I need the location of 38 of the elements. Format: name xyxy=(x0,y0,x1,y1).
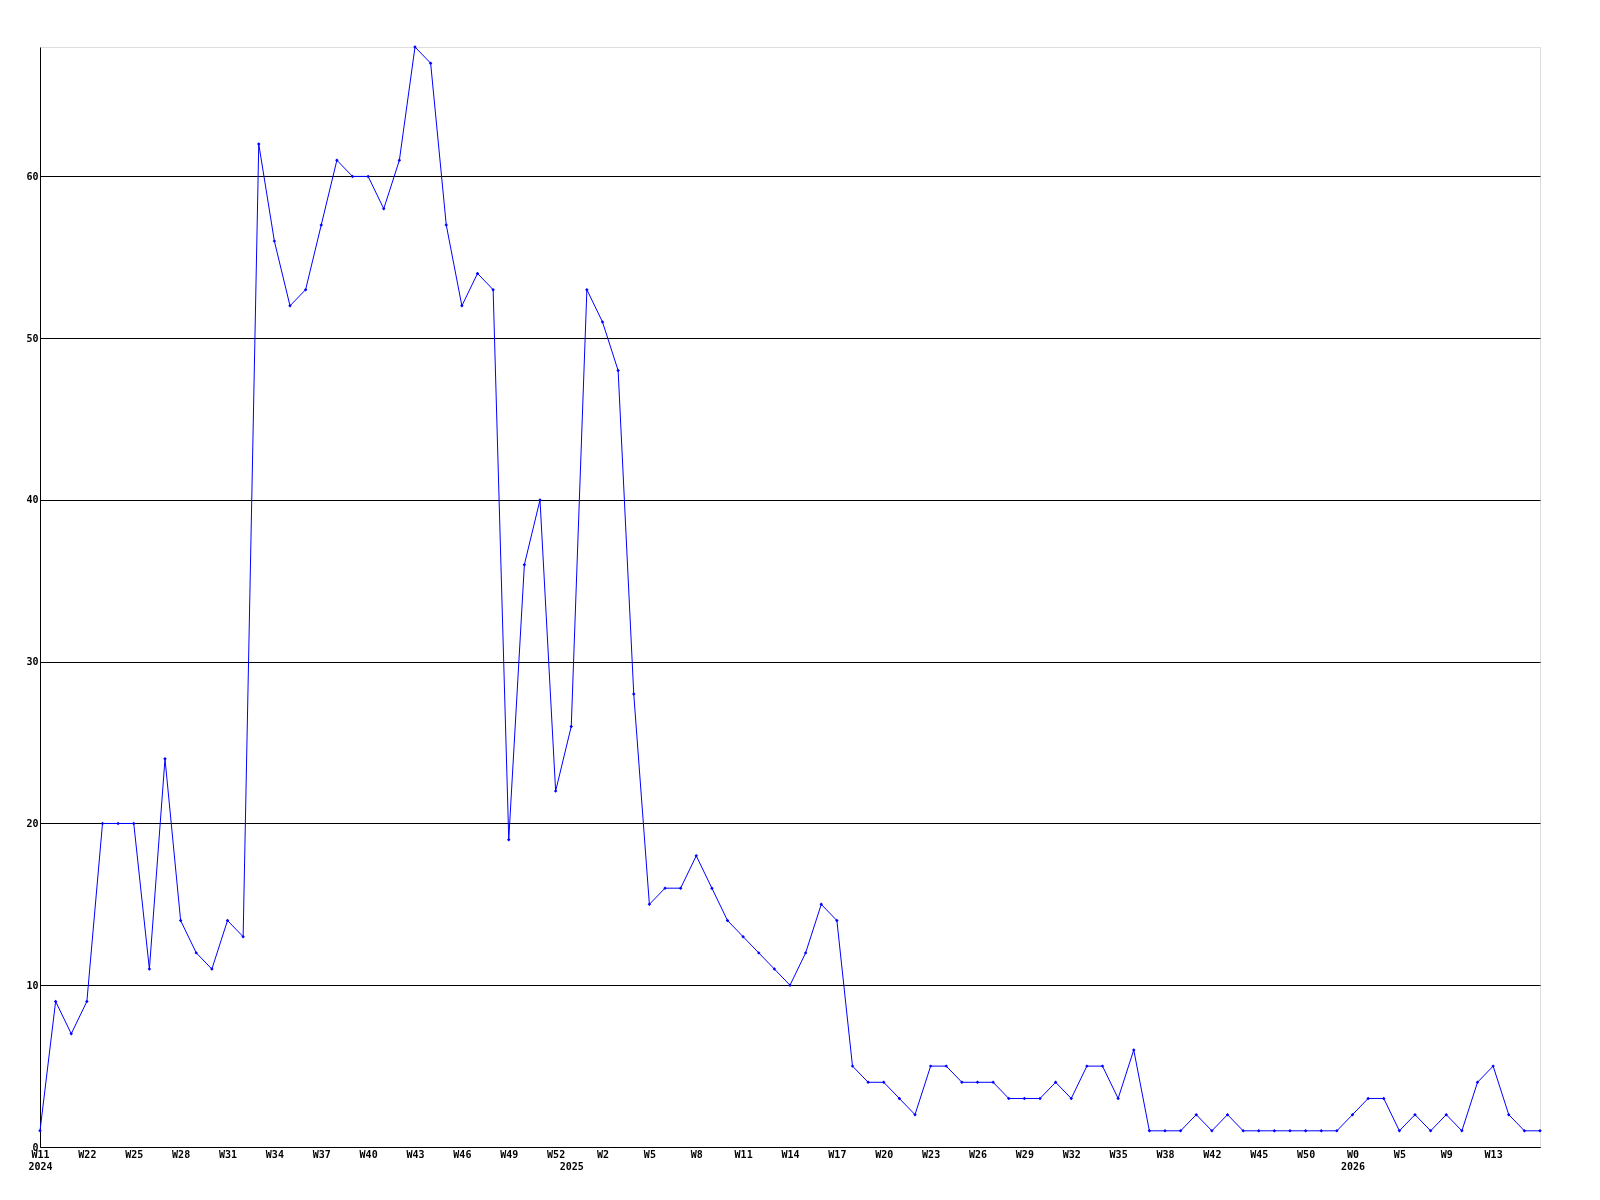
x-tick-label: W23 xyxy=(922,1148,941,1160)
x-tick-label: W29 xyxy=(1015,1148,1034,1160)
x-tick-label: W13 xyxy=(1484,1148,1503,1160)
x-tick-label: W34 xyxy=(265,1148,284,1160)
x-tick-label: W9 xyxy=(1440,1148,1453,1160)
x-tick-label: W8 xyxy=(690,1148,703,1160)
x-tick-label: W37 xyxy=(312,1148,331,1160)
x-tick-label: W5 xyxy=(643,1148,656,1160)
x-tick-label: W2 xyxy=(596,1148,610,1160)
x-tick-label: W25 xyxy=(125,1148,144,1160)
x-tick-label: W43 xyxy=(406,1148,425,1160)
x-tick-label: W52 xyxy=(547,1148,566,1160)
x-tick-label: W31 xyxy=(218,1148,238,1160)
y-tick-label: 10 xyxy=(26,979,39,991)
x-tick-label: W28 xyxy=(172,1148,191,1160)
x-tick-label: W5 xyxy=(1393,1148,1406,1160)
x-tick-label: W11 xyxy=(734,1148,753,1160)
x-tick-label: W14 xyxy=(781,1148,800,1160)
x-tick-label: W50 xyxy=(1297,1148,1316,1160)
y-tick-label: 50 xyxy=(26,332,39,344)
x-tick-label: W42 xyxy=(1203,1148,1222,1160)
x-tick-label: W20 xyxy=(875,1148,894,1160)
x-tick-label: W26 xyxy=(968,1148,988,1160)
x-tick-label: W45 xyxy=(1250,1148,1269,1160)
x-tick-label: W38 xyxy=(1156,1148,1175,1160)
x-tick-label: 2025 xyxy=(559,1160,584,1172)
x-tick-label: W46 xyxy=(453,1148,472,1160)
x-tick-label: W32 xyxy=(1062,1148,1081,1160)
x-tick-label: W35 xyxy=(1109,1148,1128,1160)
y-tick-label: 30 xyxy=(26,656,39,668)
x-tick-label: W49 xyxy=(500,1148,519,1160)
y-tick-label: 40 xyxy=(26,494,39,506)
x-tick-label: W40 xyxy=(359,1148,378,1160)
x-tick-label: W22 xyxy=(78,1148,97,1160)
y-tick-label: 60 xyxy=(26,170,39,182)
x-tick-label: W0 2026 xyxy=(1340,1148,1366,1172)
x-tick-label: W17 xyxy=(828,1148,847,1160)
y-tick-label: 20 xyxy=(26,817,39,829)
